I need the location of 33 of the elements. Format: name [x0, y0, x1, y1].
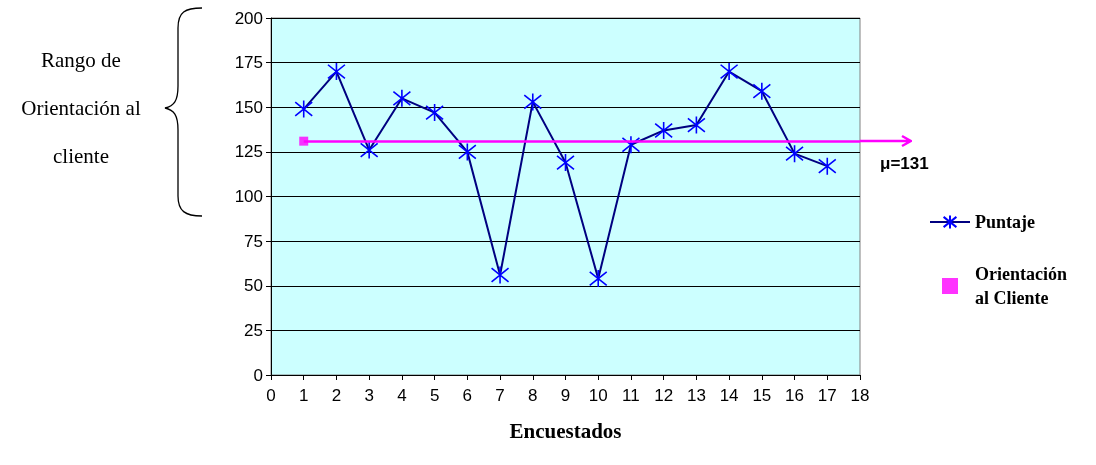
- ref-line-label: μ=131: [880, 153, 929, 173]
- x-tick-label: 18: [850, 386, 870, 405]
- x-tick-label: 9: [560, 386, 571, 405]
- x-tick-label: 7: [495, 386, 505, 405]
- x-tick-label: 10: [588, 386, 608, 405]
- x-axis-title: Encuestados: [509, 418, 622, 443]
- y-tick-label: 150: [234, 97, 263, 117]
- x-tick-label: 6: [462, 386, 473, 405]
- text: Rango de Orientación al cliente: [20, 47, 142, 170]
- x-tick-label: 5: [429, 386, 440, 405]
- x-tick-label: 11: [622, 386, 640, 405]
- y-tick-label: 125: [234, 142, 263, 162]
- y-tick-label: 200: [234, 8, 263, 28]
- x-tick-label: 16: [785, 386, 805, 405]
- y-tick-label: 50: [244, 276, 263, 296]
- x-tick-label: 1: [298, 386, 309, 405]
- y-tick-label: 25: [244, 320, 263, 340]
- y-tick-label: 75: [244, 231, 263, 251]
- legend-label: Orientación al Cliente: [975, 264, 1072, 308]
- y-tick-label: 0: [253, 365, 263, 385]
- y-tick-label: 100: [234, 187, 263, 206]
- x-tick-label: 15: [752, 386, 772, 405]
- y-tick-label: 175: [234, 53, 263, 73]
- x-tick-label: 17: [817, 386, 837, 405]
- x-tick-label: 4: [397, 386, 407, 405]
- x-tick-label: 13: [686, 386, 706, 405]
- x-tick-label: 0: [266, 386, 276, 405]
- x-tick-label: 12: [654, 386, 674, 405]
- x-tick-label: 2: [331, 386, 342, 405]
- x-tick-label: 14: [719, 386, 739, 405]
- legend-label: Puntaje: [975, 212, 1035, 232]
- x-tick-label: 3: [364, 386, 374, 405]
- x-tick-label: 8: [528, 386, 538, 405]
